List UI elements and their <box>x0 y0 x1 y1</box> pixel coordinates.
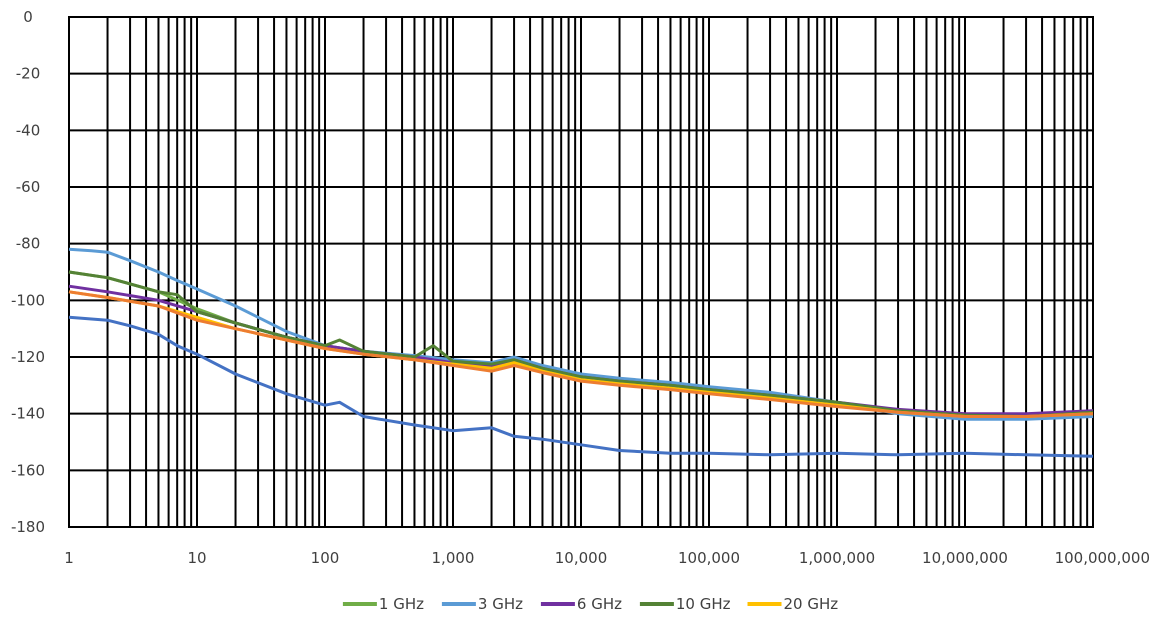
x-tick-label: 100,000,000 <box>1055 549 1150 567</box>
chart-legend: 1 GHz 3 GHz 6 GHz 10 GHz 20 GHz <box>342 595 839 613</box>
x-tick-label: 10,000 <box>555 549 608 567</box>
y-tick-label: -140 <box>11 405 45 423</box>
y-tick-label: -40 <box>16 121 41 139</box>
y-tick-label: -80 <box>16 235 41 253</box>
legend-label: 3 GHz <box>478 595 523 613</box>
plot-series <box>68 247 1094 458</box>
series-line-10-ghz <box>68 270 1094 418</box>
legend-label: 10 GHz <box>676 595 731 613</box>
y-tick-label: -120 <box>11 348 45 366</box>
legend-label: 1 GHz <box>379 595 424 613</box>
x-tick-label: 10 <box>187 549 206 567</box>
y-tick-label: -100 <box>11 291 45 309</box>
x-tick-label: 1,000 <box>432 549 475 567</box>
legend-label: 6 GHz <box>577 595 622 613</box>
y-tick-label: -160 <box>11 461 45 479</box>
x-tick-label: 10,000,000 <box>922 549 1008 567</box>
legend-label: 20 GHz <box>784 595 839 613</box>
y-tick-label: -180 <box>11 518 45 536</box>
y-tick-label: 0 <box>23 8 33 26</box>
series-line-unlabeled-5 <box>68 290 1094 418</box>
y-axis-tick-labels: 0 -20 -40 -60 -80 -100 -120 -140 -160 -180 <box>11 8 45 536</box>
x-axis-tick-labels: 1 10 100 1,000 10,000 100,000 1,000,000 10,000,… <box>64 549 1150 567</box>
x-tick-label: 100 <box>311 549 340 567</box>
x-tick-label: 100,000 <box>678 549 740 567</box>
y-tick-label: -60 <box>16 178 41 196</box>
x-tick-label: 1,000,000 <box>799 549 875 567</box>
series-line-unlabeled-6 <box>68 315 1094 458</box>
y-tick-label: -20 <box>16 65 41 83</box>
x-tick-label: 1 <box>64 549 74 567</box>
plot-grid <box>68 16 1094 528</box>
